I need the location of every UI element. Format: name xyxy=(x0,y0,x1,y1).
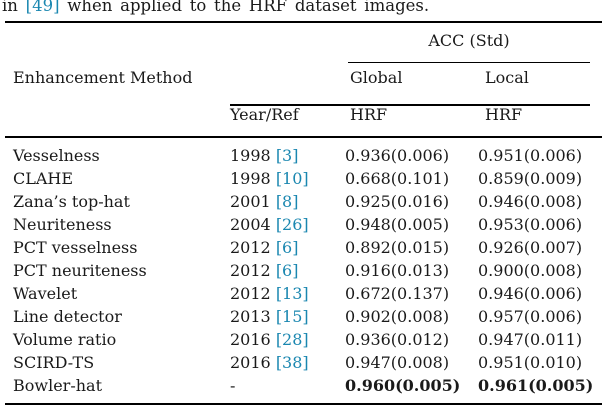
table-top-rule xyxy=(5,21,602,23)
caption-text-before: in xyxy=(2,0,26,15)
column-header-local-dataset: HRF xyxy=(485,105,523,124)
local-acc-value: 0.961(0.005) xyxy=(478,376,594,395)
citation-link[interactable]: [26] xyxy=(275,215,309,234)
subheader-underline xyxy=(230,104,590,106)
year-ref-cell: 2016 [38] xyxy=(225,351,345,374)
citation-link[interactable]: [8] xyxy=(275,192,299,211)
citation-link[interactable]: [13] xyxy=(275,284,309,303)
global-acc-value: 0.936(0.006) xyxy=(345,146,450,165)
table-row: Neuriteness 2004 [26] 0.948(0.005) 0.953… xyxy=(5,213,602,236)
year-text: 1998 xyxy=(230,169,271,188)
method-cell: PCT neuriteness xyxy=(13,261,147,280)
citation-link[interactable]: [15] xyxy=(275,307,309,326)
year-ref-cell: 2012 [6] xyxy=(225,259,345,282)
acc-group-underline xyxy=(348,62,590,63)
year-text: 2012 xyxy=(230,238,271,257)
global-acc-value: 0.672(0.137) xyxy=(345,284,450,303)
column-header-local: Local xyxy=(485,68,529,87)
column-group-acc: ACC (Std) xyxy=(428,31,510,50)
global-acc-value: 0.668(0.101) xyxy=(345,169,450,188)
local-acc-value: 0.946(0.008) xyxy=(478,192,583,211)
year-ref-cell: 2013 [15] xyxy=(225,305,345,328)
citation-link[interactable]: [10] xyxy=(275,169,309,188)
table-row: Vesselness 1998 [3] 0.936(0.006) 0.951(0… xyxy=(5,144,602,167)
method-cell: SCIRD-TS xyxy=(13,353,95,372)
local-acc-value: 0.947(0.011) xyxy=(478,330,583,349)
year-text: 2016 xyxy=(230,353,271,372)
year-ref-cell: 2001 [8] xyxy=(225,190,345,213)
year-text: - xyxy=(230,376,236,395)
year-text: 2012 xyxy=(230,284,271,303)
table-caption: in [49] when applied to the HRF dataset … xyxy=(2,0,429,16)
citation-link[interactable]: [3] xyxy=(275,146,299,165)
table-row: Line detector 2013 [15] 0.902(0.008) 0.9… xyxy=(5,305,602,328)
year-ref-cell: - xyxy=(225,374,345,397)
year-ref-cell: 2012 [6] xyxy=(225,236,345,259)
local-acc-value: 0.946(0.006) xyxy=(478,284,583,303)
method-cell: Bowler-hat xyxy=(13,376,102,395)
local-acc-value: 0.951(0.006) xyxy=(478,146,583,165)
table-body: Vesselness 1998 [3] 0.936(0.006) 0.951(0… xyxy=(5,144,602,397)
method-cell: Vesselness xyxy=(13,146,100,165)
year-ref-cell: 1998 [10] xyxy=(225,167,345,190)
table-row: PCT vesselness 2012 [6] 0.892(0.015) 0.9… xyxy=(5,236,602,259)
method-cell: Wavelet xyxy=(13,284,78,303)
global-acc-value: 0.947(0.008) xyxy=(345,353,450,372)
method-cell: PCT vesselness xyxy=(13,238,138,257)
table-bottom-rule xyxy=(5,403,602,405)
year-text: 2001 xyxy=(230,192,271,211)
year-text: 1998 xyxy=(230,146,271,165)
citation-link[interactable]: [6] xyxy=(275,238,299,257)
caption-text-after: when applied to the HRF dataset images. xyxy=(59,0,430,15)
citation-link[interactable]: [6] xyxy=(275,261,299,280)
table-row: SCIRD-TS 2016 [38] 0.947(0.008) 0.951(0.… xyxy=(5,351,602,374)
year-text: 2013 xyxy=(230,307,271,326)
global-acc-value: 0.936(0.012) xyxy=(345,330,450,349)
column-header-global: Global xyxy=(350,68,403,87)
global-acc-value: 0.902(0.008) xyxy=(345,307,450,326)
year-text: 2004 xyxy=(230,215,271,234)
local-acc-value: 0.859(0.009) xyxy=(478,169,583,188)
global-acc-value: 0.960(0.005) xyxy=(345,376,461,395)
year-ref-cell: 2012 [13] xyxy=(225,282,345,305)
year-ref-cell: 2004 [26] xyxy=(225,213,345,236)
year-text: 2016 xyxy=(230,330,271,349)
table-row: Zana’s top-hat 2001 [8] 0.925(0.016) 0.9… xyxy=(5,190,602,213)
citation-link[interactable]: [28] xyxy=(275,330,309,349)
method-cell: CLAHE xyxy=(13,169,74,188)
global-acc-value: 0.892(0.015) xyxy=(345,238,450,257)
year-ref-cell: 1998 [3] xyxy=(225,144,345,167)
table-row: Volume ratio 2016 [28] 0.936(0.012) 0.94… xyxy=(5,328,602,351)
method-cell: Zana’s top-hat xyxy=(13,192,130,211)
local-acc-value: 0.953(0.006) xyxy=(478,215,583,234)
column-header-method: Enhancement Method xyxy=(13,68,193,87)
table-row: CLAHE 1998 [10] 0.668(0.101) 0.859(0.009… xyxy=(5,167,602,190)
table-row: Wavelet 2012 [13] 0.672(0.137) 0.946(0.0… xyxy=(5,282,602,305)
method-cell: Line detector xyxy=(13,307,122,326)
local-acc-value: 0.926(0.007) xyxy=(478,238,583,257)
method-cell: Volume ratio xyxy=(13,330,117,349)
table-row: Bowler-hat - 0.960(0.005) 0.961(0.005) xyxy=(5,374,602,397)
table-row: PCT neuriteness 2012 [6] 0.916(0.013) 0.… xyxy=(5,259,602,282)
global-acc-value: 0.916(0.013) xyxy=(345,261,450,280)
method-cell: Neuriteness xyxy=(13,215,112,234)
year-text: 2012 xyxy=(230,261,271,280)
citation-link[interactable]: [38] xyxy=(275,353,309,372)
column-header-global-dataset: HRF xyxy=(350,105,388,124)
global-acc-value: 0.948(0.005) xyxy=(345,215,450,234)
global-acc-value: 0.925(0.016) xyxy=(345,192,450,211)
caption-citation-link[interactable]: [49] xyxy=(25,0,60,15)
local-acc-value: 0.900(0.008) xyxy=(478,261,583,280)
year-ref-cell: 2016 [28] xyxy=(225,328,345,351)
local-acc-value: 0.957(0.006) xyxy=(478,307,583,326)
local-acc-value: 0.951(0.010) xyxy=(478,353,583,372)
column-header-year-ref: Year/Ref xyxy=(230,105,299,124)
header-bottom-rule xyxy=(5,136,602,138)
